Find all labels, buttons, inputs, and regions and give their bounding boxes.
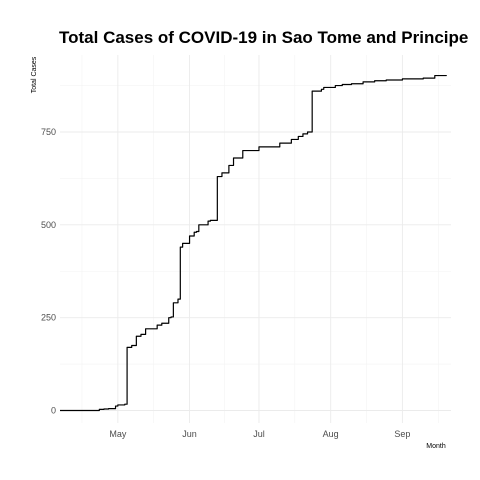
x-tick-label: Jun (182, 429, 197, 439)
y-tick-label: 750 (41, 127, 56, 137)
total-cases-line (60, 74, 447, 412)
y-tick-label: 0 (51, 406, 56, 416)
x-tick-label: Aug (323, 429, 339, 439)
y-tick-label: 500 (41, 220, 56, 230)
chart-title: Total Cases of COVID-19 in Sao Tome and … (59, 28, 468, 47)
y-axis-label: Total Cases (31, 56, 38, 93)
x-axis-label: Month (426, 443, 446, 450)
major-gridlines (60, 55, 451, 423)
x-tick-label: Jul (253, 429, 265, 439)
y-tick-label: 250 (41, 313, 56, 323)
x-tick-label: Sep (394, 429, 410, 439)
minor-gridlines (60, 55, 451, 423)
y-axis-tick-labels: 0 250 500 750 (41, 127, 56, 416)
x-axis-tick-labels: May Jun Jul Aug Sep (109, 429, 410, 439)
x-tick-label: May (109, 429, 127, 439)
